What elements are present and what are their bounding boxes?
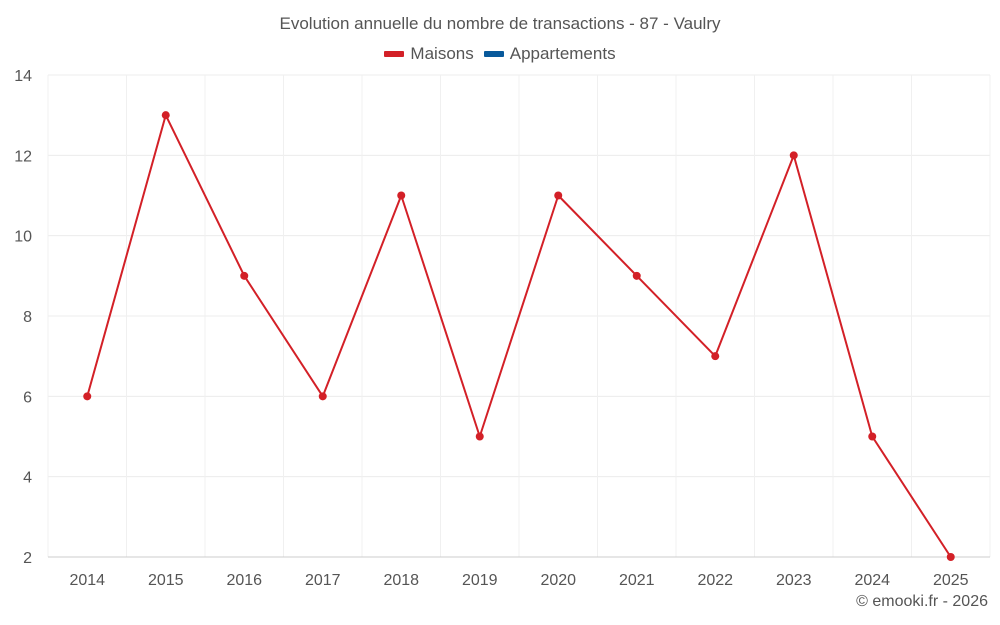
data-point (240, 271, 249, 280)
x-tick-label: 2014 (69, 572, 105, 589)
y-tick-label: 4 (23, 470, 32, 487)
y-tick-label: 12 (14, 148, 32, 165)
data-point (946, 553, 955, 561)
data-point (397, 191, 406, 200)
data-point (789, 151, 798, 160)
y-tick-label: 10 (14, 229, 32, 246)
grid (47, 74, 991, 558)
data-point (868, 432, 877, 441)
x-tick-label: 2019 (462, 572, 498, 589)
x-tick-label: 2024 (854, 572, 890, 589)
y-tick-label: 6 (23, 389, 32, 406)
data-point (318, 392, 327, 401)
x-tick-label: 2017 (305, 572, 341, 589)
legend-item-appartements[interactable]: Appartements (483, 44, 616, 64)
x-tick-label: 2015 (148, 572, 184, 589)
x-tick-label: 2016 (226, 572, 262, 589)
y-tick-label: 8 (23, 309, 32, 326)
chart-title: Evolution annuelle du nombre de transact… (279, 14, 721, 33)
series (83, 111, 955, 561)
legend-label-appartements: Appartements (509, 44, 616, 63)
credit-text: © emooki.fr - 2026 (856, 593, 988, 610)
x-tick-label: 2025 (933, 572, 969, 589)
y-tick-label: 14 (14, 68, 32, 85)
x-tick-label: 2020 (540, 572, 576, 589)
data-point (475, 432, 484, 441)
x-tick-label: 2021 (619, 572, 655, 589)
data-point (711, 352, 720, 361)
data-point (632, 271, 641, 280)
series-line-maisons (86, 114, 952, 558)
legend-swatch-maisons (384, 51, 405, 57)
legend-item-maisons[interactable]: Maisons (384, 44, 474, 64)
data-point (554, 191, 563, 200)
axes: 2 4 6 8 10 12 14 2014 2015 2016 2017 2018 2019 2020 20… (14, 68, 990, 589)
x-tick-label: 2022 (697, 572, 733, 589)
data-point (83, 392, 92, 401)
x-tick-label: 2023 (776, 572, 812, 589)
legend: Maisons Appartements (0, 44, 1000, 64)
x-tick-label: 2018 (383, 572, 419, 589)
legend-swatch-appartements (483, 51, 504, 57)
data-point (161, 111, 170, 120)
legend-label-maisons: Maisons (410, 44, 474, 63)
y-tick-label: 2 (23, 550, 32, 567)
